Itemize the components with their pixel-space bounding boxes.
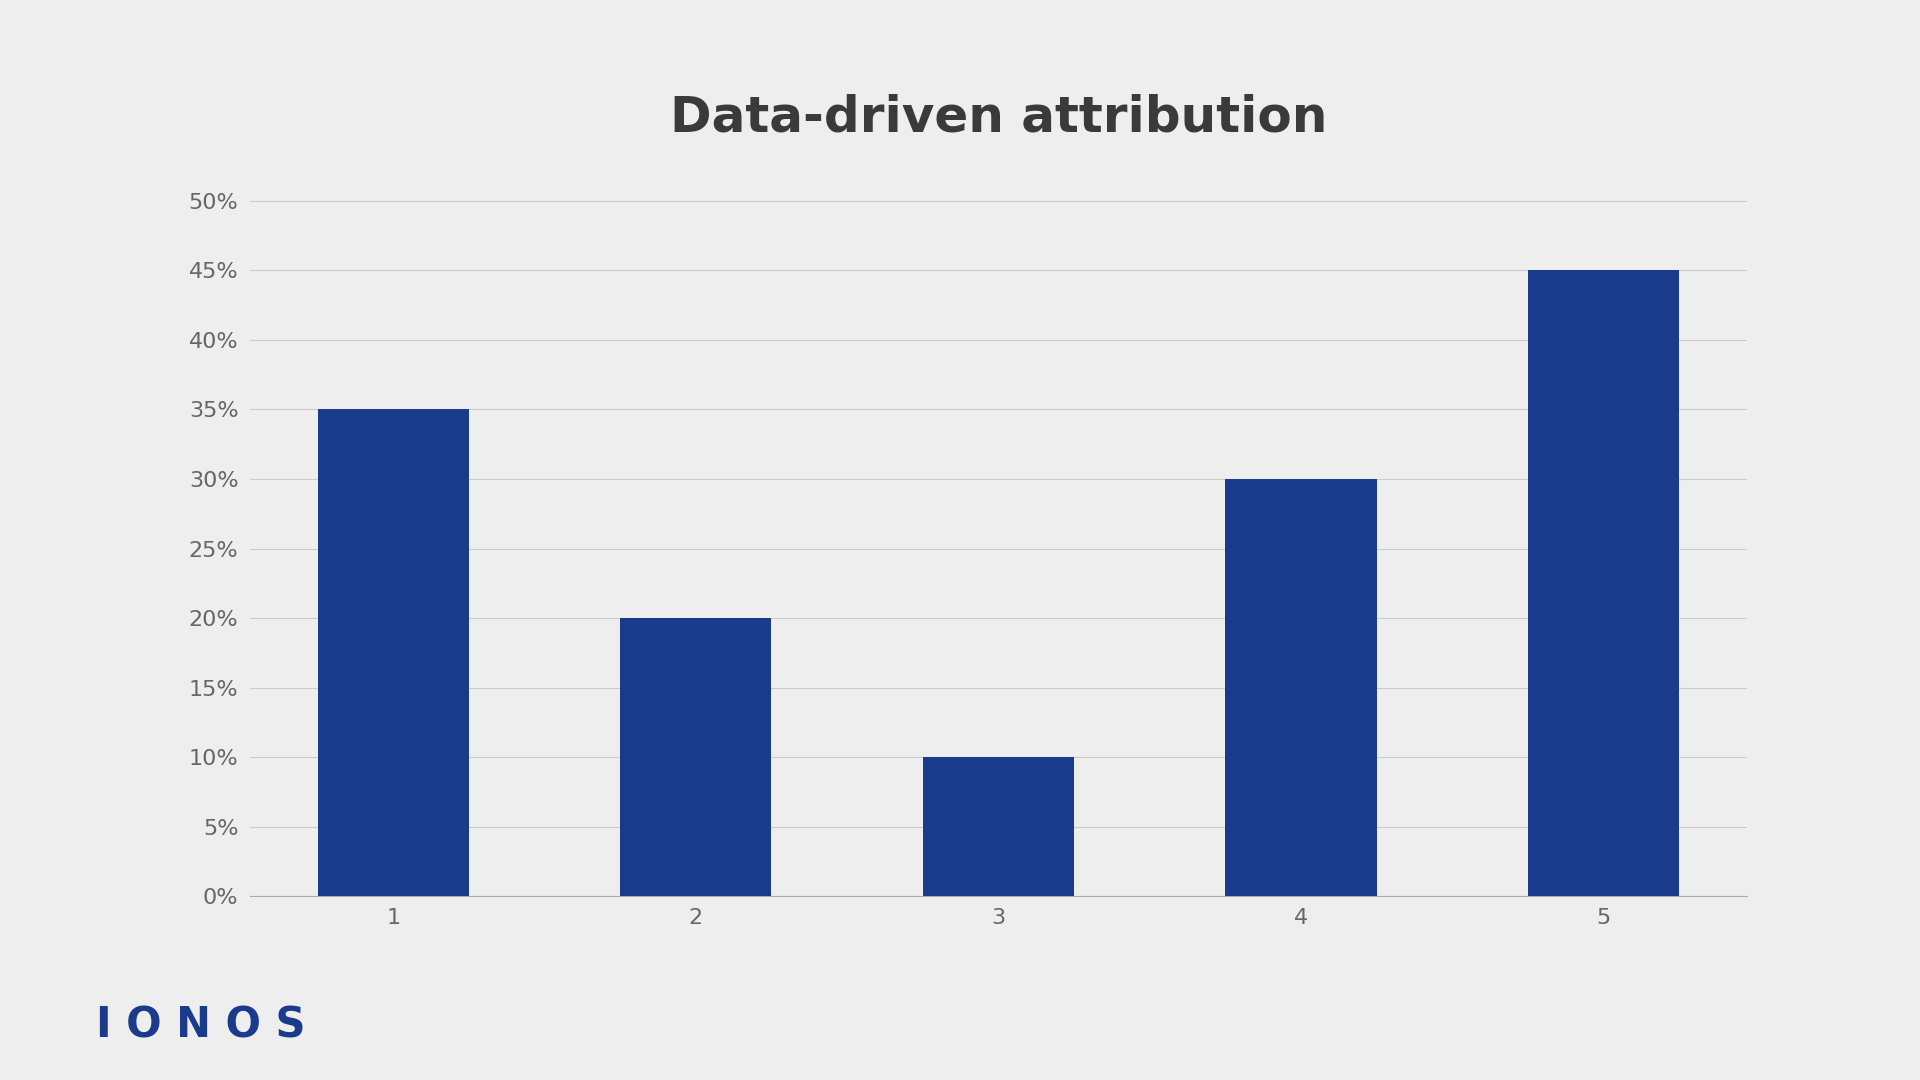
Bar xyxy=(1225,478,1377,896)
Bar xyxy=(620,618,772,896)
Bar xyxy=(317,409,468,896)
Bar xyxy=(924,757,1073,896)
Bar xyxy=(1528,270,1680,896)
Text: I O N O S: I O N O S xyxy=(96,1005,305,1047)
Title: Data-driven attribution: Data-driven attribution xyxy=(670,93,1327,141)
